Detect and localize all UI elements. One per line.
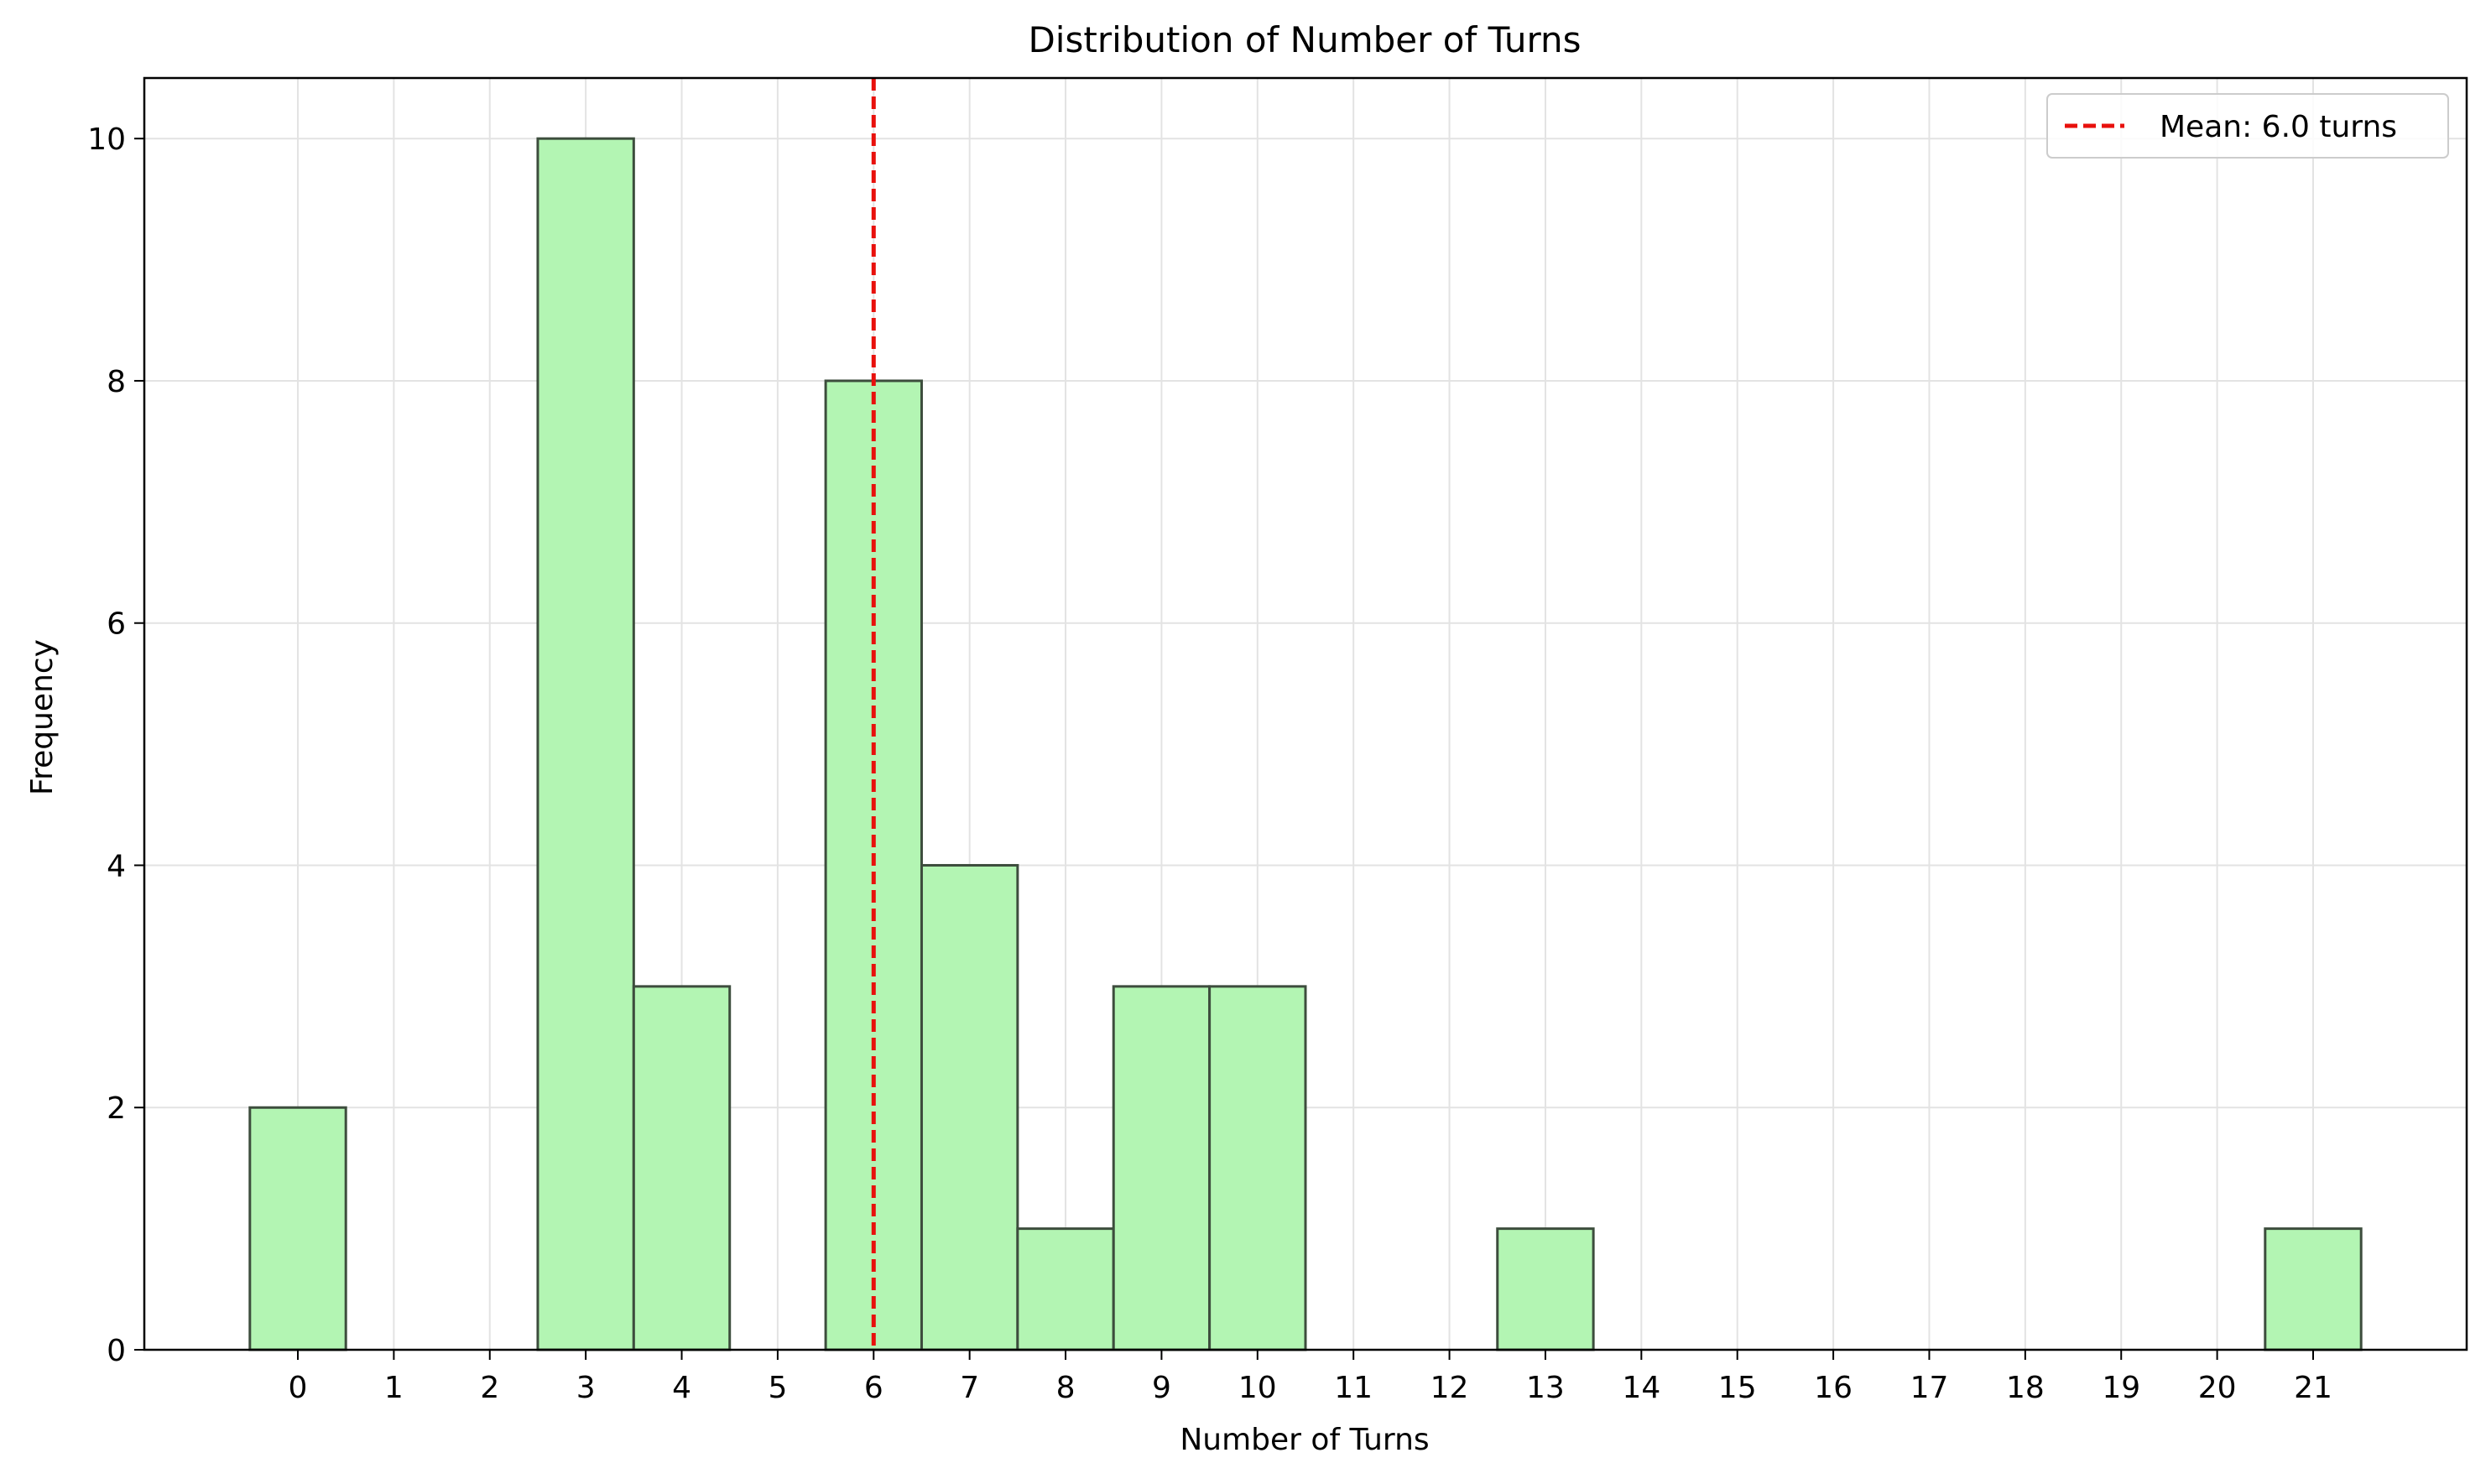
histogram-bar bbox=[1496, 1227, 1595, 1351]
x-tick-label: 11 bbox=[1334, 1371, 1373, 1405]
x-tick-label: 6 bbox=[864, 1371, 883, 1405]
histogram-bar bbox=[1016, 1227, 1115, 1351]
y-axis-label: Frequency bbox=[25, 639, 60, 795]
x-tick-label: 13 bbox=[1526, 1371, 1565, 1405]
histogram-bar bbox=[920, 863, 1019, 1351]
x-tick-label: 17 bbox=[1910, 1371, 1949, 1405]
x-tick-label: 14 bbox=[1622, 1371, 1660, 1405]
y-axis-ticks: 0 2 4 6 8 10 bbox=[87, 122, 144, 1368]
x-tick-label: 3 bbox=[576, 1371, 596, 1405]
histogram-bar bbox=[632, 985, 732, 1351]
x-tick-label: 12 bbox=[1431, 1371, 1469, 1405]
x-tick-label: 4 bbox=[672, 1371, 691, 1405]
x-tick-label: 15 bbox=[1718, 1371, 1757, 1405]
legend-box bbox=[2046, 93, 2449, 159]
legend: Mean: 6.0 turns bbox=[2046, 93, 2449, 159]
x-tick-label: 2 bbox=[480, 1371, 499, 1405]
y-tick-label: 8 bbox=[107, 365, 126, 399]
histogram-bar bbox=[1208, 985, 1307, 1351]
x-tick-label: 9 bbox=[1152, 1371, 1171, 1405]
x-tick-label: 10 bbox=[1238, 1371, 1277, 1405]
plot-frame bbox=[143, 76, 2468, 1351]
y-tick-label: 2 bbox=[107, 1091, 126, 1126]
y-tick-label: 0 bbox=[107, 1334, 126, 1368]
x-axis-label: Number of Turns bbox=[1180, 1423, 1429, 1457]
chart-title: Distribution of Number of Turns bbox=[1028, 19, 1581, 60]
x-axis-ticks: 0 1 2 3 4 5 6 7 8 9 10 11 12 13 14 15 16 17 18 19 20 21 bbox=[289, 1350, 2332, 1405]
histogram-bar bbox=[2264, 1227, 2363, 1351]
x-tick-label: 7 bbox=[960, 1371, 979, 1405]
x-tick-label: 18 bbox=[2006, 1371, 2045, 1405]
x-tick-label: 5 bbox=[768, 1371, 787, 1405]
histogram-bar bbox=[536, 137, 635, 1351]
legend-label-mean: Mean: 6.0 turns bbox=[2160, 110, 2397, 144]
histogram-bar bbox=[1112, 985, 1212, 1351]
x-tick-label: 0 bbox=[289, 1371, 308, 1405]
y-tick-label: 10 bbox=[87, 122, 126, 157]
histogram-bar bbox=[248, 1106, 347, 1351]
x-tick-label: 1 bbox=[384, 1371, 404, 1405]
x-tick-label: 20 bbox=[2198, 1371, 2237, 1405]
y-tick-label: 6 bbox=[107, 607, 126, 642]
x-tick-label: 8 bbox=[1056, 1371, 1076, 1405]
x-tick-label: 16 bbox=[1814, 1371, 1853, 1405]
x-tick-label: 19 bbox=[2102, 1371, 2140, 1405]
y-tick-label: 4 bbox=[107, 849, 126, 883]
x-tick-label: 21 bbox=[2294, 1371, 2332, 1405]
